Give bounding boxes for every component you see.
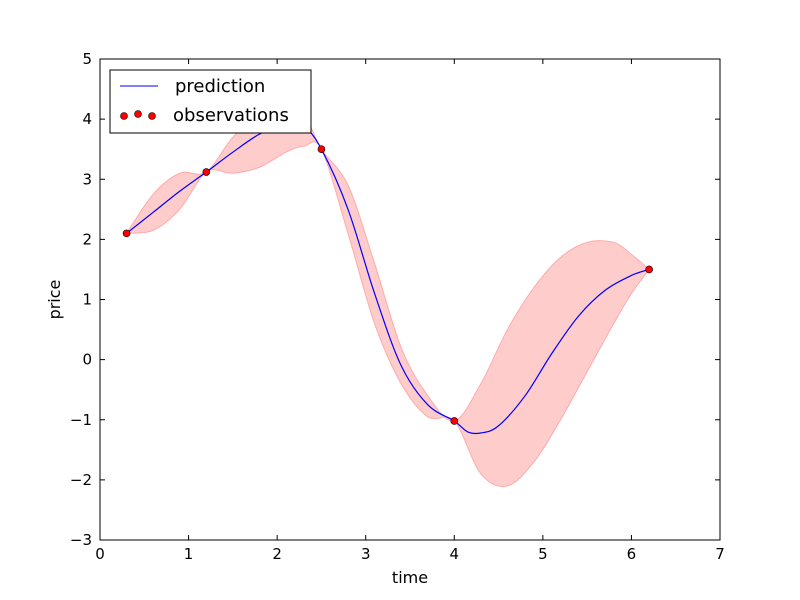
observation-point xyxy=(122,229,131,238)
legend-observation-dot xyxy=(134,110,142,118)
observation-point xyxy=(450,417,459,425)
x-tick-label: 6 xyxy=(627,545,637,563)
x-tick-label: 0 xyxy=(95,545,105,563)
y-tick-label: 2 xyxy=(82,230,92,248)
x-tick-label: 2 xyxy=(272,545,282,563)
y-tick-label: −3 xyxy=(70,531,92,549)
x-tick-label: 5 xyxy=(538,545,548,563)
legend-observation-dot xyxy=(148,112,156,120)
legend-observations-label: observations xyxy=(173,105,289,126)
legend-observations-swatch xyxy=(120,110,156,120)
observation-point xyxy=(202,168,211,176)
legend-observation-dot xyxy=(120,112,128,120)
observation-point xyxy=(645,265,653,274)
observation-point xyxy=(317,145,326,153)
confidence-band-layer xyxy=(125,103,650,487)
y-tick-label: −1 xyxy=(70,411,92,429)
y-tick-label: −2 xyxy=(70,471,92,489)
y-axis-label: price xyxy=(45,280,64,320)
x-axis-label: time xyxy=(392,568,428,587)
axis-ticks: 0 1 2 3 4 5 6 7 −3 −2 −1 0 1 2 3 4 5 xyxy=(70,50,725,563)
confidence-band xyxy=(125,103,650,487)
y-tick-label: 1 xyxy=(82,291,92,309)
y-tick-label: 0 xyxy=(82,351,92,369)
legend-prediction-label: prediction xyxy=(175,76,265,97)
prediction-line-layer xyxy=(126,122,650,435)
y-tick-label: 4 xyxy=(82,110,92,128)
observation-points-layer xyxy=(122,145,653,425)
x-tick-label: 1 xyxy=(184,545,194,563)
y-tick-label: 5 xyxy=(82,50,92,68)
legend-box xyxy=(109,69,312,134)
y-tick-label: 3 xyxy=(82,170,92,188)
prediction-line xyxy=(126,122,650,435)
legend: prediction observations xyxy=(109,69,312,134)
x-tick-label: 3 xyxy=(361,545,371,563)
x-tick-label: 4 xyxy=(450,545,460,563)
x-tick-label: 7 xyxy=(715,545,725,563)
